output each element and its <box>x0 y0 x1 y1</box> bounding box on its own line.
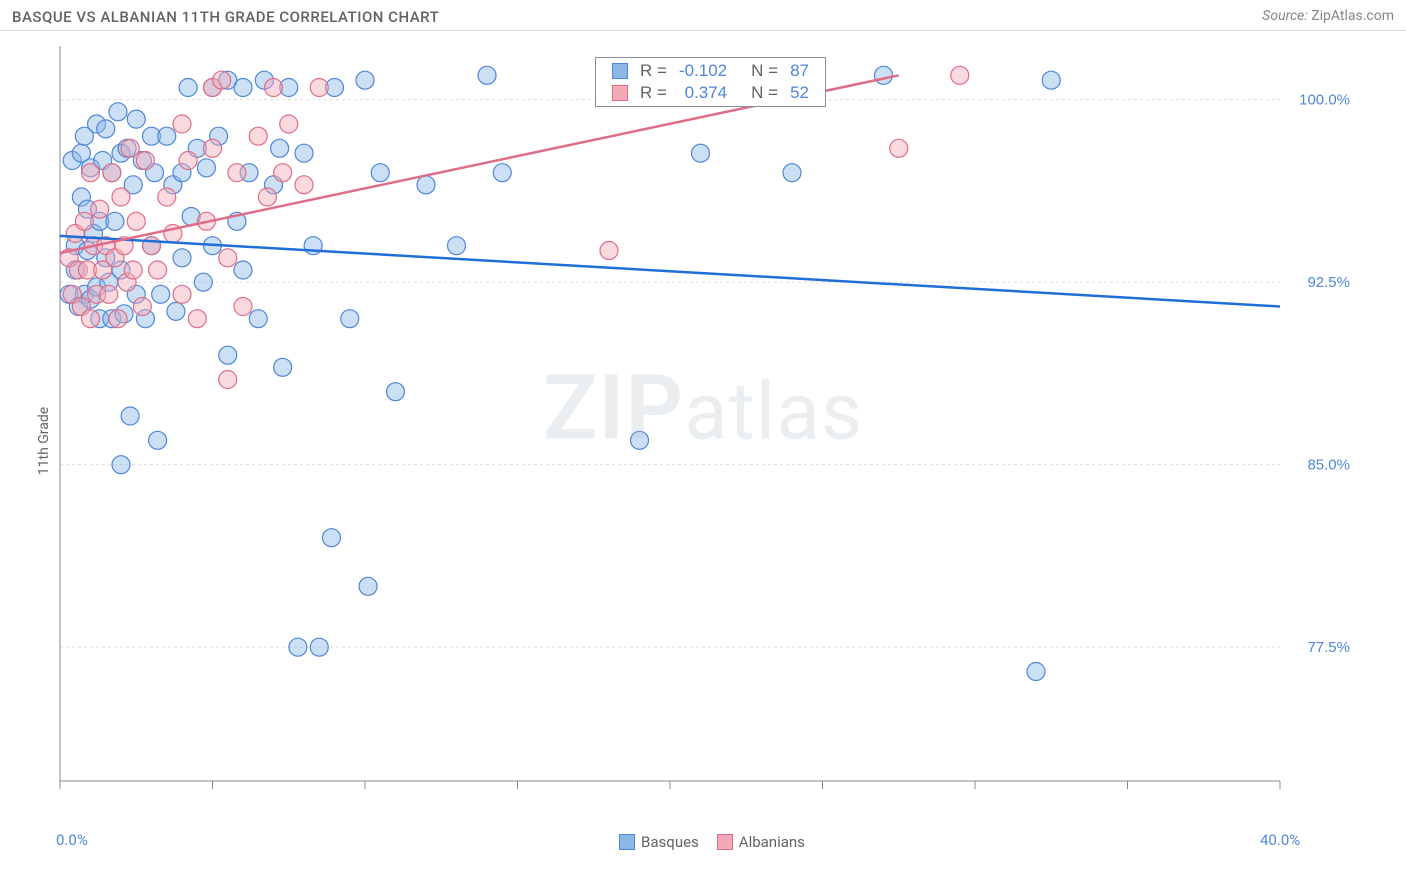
svg-text:85.0%: 85.0% <box>1307 457 1350 474</box>
scatter-plot: 77.5% 85.0% 92.5% 100.0% <box>50 41 1360 811</box>
svg-text:77.5%: 77.5% <box>1307 639 1350 656</box>
correlation-stats-box: R =-0.102N =87R =0.374N =52 <box>595 57 826 107</box>
chart-title: BASQUE VS ALBANIAN 11TH GRADE CORRELATIO… <box>12 8 439 26</box>
legend-label: Albanians <box>739 833 805 851</box>
svg-text:100.0%: 100.0% <box>1299 92 1350 109</box>
source-value: ZipAtlas.com <box>1311 8 1394 24</box>
svg-text:92.5%: 92.5% <box>1307 274 1350 291</box>
chart-header: BASQUE VS ALBANIAN 11TH GRADE CORRELATIO… <box>0 0 1406 31</box>
legend-label: Basques <box>641 833 699 851</box>
bottom-legend: Basques Albanians <box>0 833 1406 851</box>
source-label: Source: <box>1262 8 1307 24</box>
source: Source: ZipAtlas.com <box>1262 8 1394 26</box>
chart-area: 11th Grade 77.5%85.0%92.5%100.0% ZIPatla… <box>0 31 1406 851</box>
